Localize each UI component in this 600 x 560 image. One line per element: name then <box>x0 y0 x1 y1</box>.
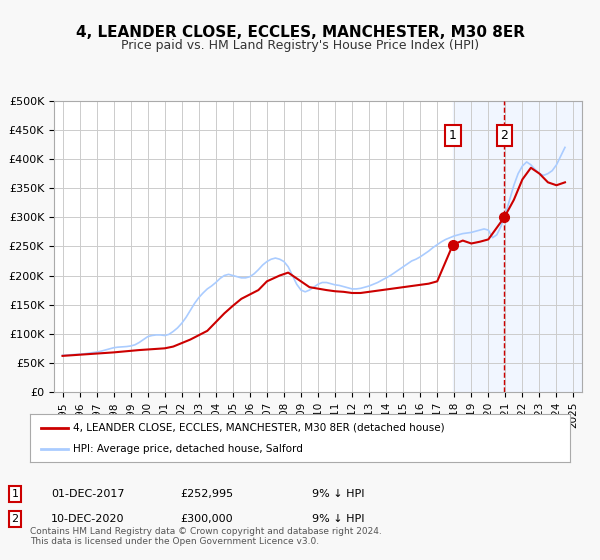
Text: 9% ↓ HPI: 9% ↓ HPI <box>312 514 365 524</box>
Text: 2: 2 <box>500 129 508 142</box>
Text: 01-DEC-2017: 01-DEC-2017 <box>51 489 125 499</box>
Text: 1: 1 <box>449 129 457 142</box>
Text: Price paid vs. HM Land Registry's House Price Index (HPI): Price paid vs. HM Land Registry's House … <box>121 39 479 52</box>
Text: 9% ↓ HPI: 9% ↓ HPI <box>312 489 365 499</box>
Text: £252,995: £252,995 <box>180 489 233 499</box>
Text: 1: 1 <box>11 489 19 499</box>
Text: 10-DEC-2020: 10-DEC-2020 <box>51 514 125 524</box>
Text: 2: 2 <box>11 514 19 524</box>
Text: 4, LEANDER CLOSE, ECCLES, MANCHESTER, M30 8ER: 4, LEANDER CLOSE, ECCLES, MANCHESTER, M3… <box>76 25 524 40</box>
Text: 4, LEANDER CLOSE, ECCLES, MANCHESTER, M30 8ER (detached house): 4, LEANDER CLOSE, ECCLES, MANCHESTER, M3… <box>73 423 445 433</box>
Text: Contains HM Land Registry data © Crown copyright and database right 2024.
This d: Contains HM Land Registry data © Crown c… <box>30 526 382 546</box>
Text: £300,000: £300,000 <box>180 514 233 524</box>
Bar <box>453 101 582 392</box>
Text: HPI: Average price, detached house, Salford: HPI: Average price, detached house, Salf… <box>73 444 303 454</box>
